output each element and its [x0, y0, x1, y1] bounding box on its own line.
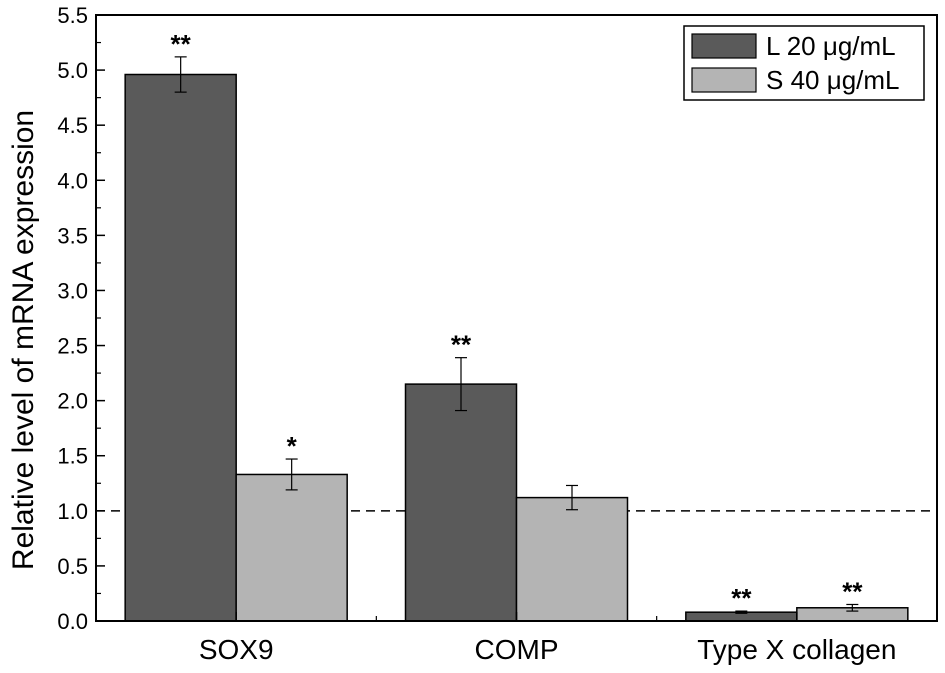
category-labels: SOX9 COMP Type X collagen — [199, 634, 897, 665]
y-tick-label: 0.5 — [57, 554, 88, 579]
plot-frame — [95, 14, 938, 622]
bar-s40-0 — [235, 473, 348, 622]
y-tick-label: 5.5 — [57, 3, 88, 28]
y-tick-label: 0.0 — [57, 609, 88, 634]
legend: L 20 μg/mL S 40 μg/mL — [683, 25, 925, 101]
significance-mark: ** — [842, 576, 863, 606]
significance-mark: * — [287, 431, 298, 461]
y-tick-label: 1.5 — [57, 444, 88, 469]
bar-l20-1 — [404, 383, 518, 622]
category-label: COMP — [475, 634, 559, 665]
y-tick-label: 3.5 — [57, 223, 88, 248]
y-tick-label: 5.0 — [57, 58, 88, 83]
legend-label: L 20 μg/mL — [766, 31, 896, 61]
legend-swatch — [691, 33, 757, 59]
significance-marks: ******* ** — [171, 29, 864, 613]
bar-s40-1 — [515, 496, 629, 622]
y-tick-label: 3.0 — [57, 278, 88, 303]
y-tick-label: 4.5 — [57, 113, 88, 138]
legend-swatch — [691, 67, 757, 93]
y-tick-label: 4.0 — [57, 168, 88, 193]
y-axis-label: Relative level of mRNA expression — [7, 110, 40, 570]
category-label: Type X collagen — [697, 634, 896, 665]
y-tick-label: 2.5 — [57, 334, 88, 359]
category-label: SOX9 — [199, 634, 274, 665]
y-tick-label: 2.0 — [57, 389, 88, 414]
bar-l20-0 — [124, 73, 237, 622]
significance-mark: ** — [731, 583, 752, 613]
bars — [124, 73, 909, 622]
y-tick-label: 1.0 — [57, 499, 88, 524]
error-bars — [174, 56, 859, 614]
y-ticks — [96, 14, 105, 622]
legend-label: S 40 μg/mL — [766, 65, 900, 95]
significance-mark: ** — [451, 330, 472, 360]
significance-mark: ** — [171, 29, 192, 59]
y-tick-labels: 0.0 0.5 1.0 1.5 2.0 2.5 3.0 3.5 4.0 4.5 5.0 5.5 — [57, 3, 88, 634]
